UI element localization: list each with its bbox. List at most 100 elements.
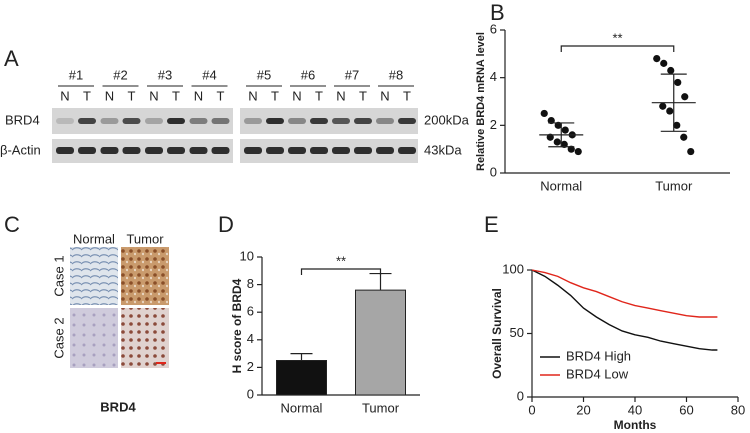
lane-label: T bbox=[271, 88, 279, 103]
lane-label: N bbox=[60, 88, 69, 103]
x-axis-label: Months bbox=[614, 418, 657, 432]
sample-label: #5 bbox=[257, 67, 271, 82]
lane-label: T bbox=[128, 88, 136, 103]
panel-label: A bbox=[4, 46, 19, 71]
lane-label: T bbox=[315, 88, 323, 103]
blot-row-label: β-Actin bbox=[0, 142, 41, 157]
legend-label: BRD4 Low bbox=[566, 366, 629, 381]
x-tick-label: 0 bbox=[528, 402, 535, 417]
panel-label: D bbox=[218, 212, 234, 237]
y-tick-label: 10 bbox=[240, 248, 254, 263]
lane-label: T bbox=[172, 88, 180, 103]
sample-label: #8 bbox=[389, 67, 403, 82]
band bbox=[398, 118, 416, 124]
band bbox=[310, 147, 328, 154]
y-tick-label: 0 bbox=[517, 388, 524, 403]
x-tick-label: 20 bbox=[576, 402, 590, 417]
y-axis-label: Overall Survival bbox=[490, 288, 504, 379]
band bbox=[78, 118, 96, 124]
band bbox=[145, 147, 163, 154]
band bbox=[288, 147, 306, 154]
data-point bbox=[540, 109, 548, 118]
x-tick-label: Normal bbox=[281, 400, 323, 415]
sample-label: #3 bbox=[158, 67, 172, 82]
data-point bbox=[561, 126, 569, 134]
data-point bbox=[553, 138, 561, 146]
band bbox=[244, 147, 262, 154]
lane-label: N bbox=[105, 88, 114, 103]
y-tick-label: 4 bbox=[247, 331, 254, 346]
histology-column: Tumor bbox=[126, 231, 164, 246]
data-point bbox=[674, 78, 682, 87]
sample-label: #7 bbox=[345, 67, 359, 82]
legend-label: BRD4 High bbox=[566, 348, 631, 363]
band bbox=[332, 147, 350, 154]
histology-image bbox=[70, 247, 118, 305]
data-point bbox=[680, 133, 688, 141]
significance-label: ** bbox=[612, 30, 622, 45]
blot-divider bbox=[52, 134, 418, 139]
significance-bracket bbox=[560, 45, 675, 52]
bar bbox=[276, 360, 327, 396]
survival-line bbox=[531, 269, 718, 318]
histology-caption: BRD4 bbox=[100, 399, 136, 414]
data-point bbox=[687, 147, 695, 156]
significance-bracket bbox=[300, 268, 382, 275]
band bbox=[211, 118, 230, 124]
x-tick-label: 40 bbox=[628, 402, 642, 417]
panel-label: B bbox=[490, 0, 505, 25]
bar bbox=[355, 289, 406, 396]
histology-image bbox=[121, 308, 169, 368]
band bbox=[288, 118, 306, 124]
lane-label: N bbox=[248, 88, 257, 103]
data-point bbox=[681, 93, 689, 101]
survival-line bbox=[531, 269, 718, 351]
x-tick-label: Tumor bbox=[362, 400, 400, 415]
band bbox=[354, 147, 372, 154]
panel-label: E bbox=[484, 212, 499, 237]
band bbox=[266, 118, 284, 124]
histology-row: Case 2 bbox=[51, 317, 66, 358]
band bbox=[244, 118, 262, 124]
y-tick-label: 50 bbox=[510, 325, 524, 340]
band bbox=[310, 118, 328, 124]
sample-label: #4 bbox=[202, 67, 216, 82]
y-axis-label: H score of BRD4 bbox=[230, 278, 244, 373]
data-point bbox=[660, 59, 668, 67]
blot-size: 200kDa bbox=[424, 112, 470, 127]
y-tick-label: 6 bbox=[490, 21, 497, 36]
lane-label: N bbox=[380, 88, 389, 103]
blot: #1N T#2N T#3N T#4N T#5N T#6N T#7N T#8N T bbox=[56, 67, 416, 154]
error-bar bbox=[660, 73, 687, 132]
band bbox=[332, 118, 350, 124]
lane-label: T bbox=[359, 88, 367, 103]
x-tick-label: 80 bbox=[731, 402, 745, 417]
band bbox=[189, 147, 208, 154]
histology-row: Case 1 bbox=[51, 255, 66, 296]
band bbox=[122, 147, 141, 154]
band bbox=[100, 118, 119, 124]
blot-size: 43kDa bbox=[424, 142, 462, 157]
lane-label: N bbox=[194, 88, 203, 103]
band bbox=[266, 147, 284, 154]
sample-label: #1 bbox=[69, 67, 83, 82]
x-tick-label: Tumor bbox=[655, 178, 693, 193]
lane-label: N bbox=[149, 88, 158, 103]
data-point bbox=[673, 121, 681, 129]
lane-label: T bbox=[403, 88, 411, 103]
lane-label: N bbox=[292, 88, 301, 103]
significance-label: ** bbox=[336, 253, 346, 268]
band bbox=[376, 118, 394, 124]
y-tick-label: 6 bbox=[247, 304, 254, 319]
band bbox=[167, 147, 185, 154]
y-axis-label: Relative BRD4 mRNA level bbox=[475, 32, 487, 171]
band bbox=[145, 118, 163, 124]
band bbox=[398, 147, 416, 154]
data-point bbox=[667, 66, 675, 75]
histology-column: Normal bbox=[73, 231, 115, 246]
blot-row-label: BRD4 bbox=[5, 112, 40, 127]
band bbox=[56, 118, 74, 124]
x-tick-label: Normal bbox=[540, 178, 582, 193]
